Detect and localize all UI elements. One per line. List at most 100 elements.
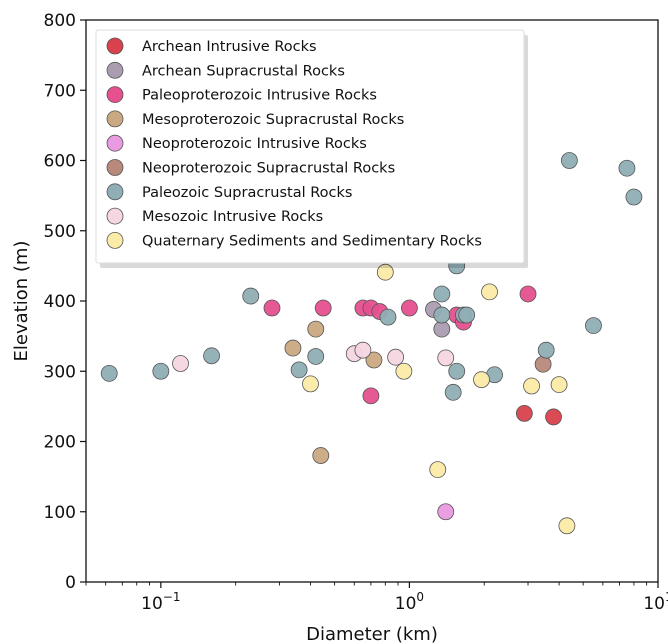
data-point bbox=[203, 347, 220, 365]
y-tick-label: 200 bbox=[44, 433, 76, 453]
data-point bbox=[172, 355, 189, 372]
data-point bbox=[433, 285, 451, 303]
legend-box bbox=[95, 29, 525, 264]
series-7 bbox=[172, 341, 455, 372]
data-point bbox=[376, 263, 394, 281]
legend-item: Archean Intrusive Rocks bbox=[106, 37, 317, 55]
y-tick-label: 500 bbox=[44, 222, 76, 242]
legend-label: Paleozoic Supracrustal Rocks bbox=[142, 185, 352, 201]
data-point bbox=[100, 364, 118, 382]
series-8 bbox=[302, 263, 576, 535]
legend-label: Mesoproterozoic Supracrustal Rocks bbox=[142, 112, 404, 128]
y-tick-label: 700 bbox=[44, 81, 76, 101]
data-point bbox=[314, 299, 332, 317]
data-point bbox=[433, 306, 451, 324]
legend-label: Quaternary Sediments and Sedimentary Roc… bbox=[142, 233, 482, 249]
y-axis-label: Elevation (m) bbox=[11, 241, 32, 362]
data-point bbox=[242, 287, 260, 305]
data-point bbox=[429, 461, 447, 479]
legend-item: Neoproterozoic Intrusive Rocks bbox=[106, 134, 367, 152]
data-points bbox=[100, 152, 643, 535]
legend-item: Neoproterozoic Supracrustal Rocks bbox=[106, 159, 395, 177]
data-point bbox=[307, 348, 325, 365]
legend: Archean Intrusive Rocks Archean Supracrus… bbox=[95, 29, 528, 268]
legend-marker bbox=[106, 61, 124, 79]
series-3 bbox=[284, 320, 383, 464]
data-point bbox=[437, 503, 455, 521]
legend-marker bbox=[106, 134, 124, 152]
y-tick-label: 400 bbox=[44, 292, 76, 312]
data-point bbox=[560, 152, 578, 169]
y-tick-label: 0 bbox=[65, 573, 76, 593]
legend-marker bbox=[106, 86, 124, 103]
legend-label: Neoproterozoic Intrusive Rocks bbox=[142, 136, 367, 152]
legend-item: Paleozoic Supracrustal Rocks bbox=[106, 183, 352, 201]
data-point bbox=[523, 377, 540, 395]
y-tick-label: 600 bbox=[44, 152, 76, 172]
data-point bbox=[395, 362, 413, 380]
legend-label: Archean Intrusive Rocks bbox=[142, 39, 317, 55]
series-0 bbox=[515, 404, 562, 426]
series-4 bbox=[437, 503, 455, 521]
data-point bbox=[534, 355, 552, 373]
data-point bbox=[550, 376, 568, 393]
data-point bbox=[433, 320, 451, 338]
legend-item: Mesozoic Intrusive Rocks bbox=[106, 207, 323, 225]
data-point bbox=[558, 517, 576, 535]
y-tick-label: 800 bbox=[44, 11, 76, 31]
data-point bbox=[354, 341, 372, 359]
x-tick-label: 101 bbox=[643, 590, 668, 614]
data-point bbox=[458, 306, 476, 324]
series-6 bbox=[100, 152, 643, 401]
data-point bbox=[290, 361, 308, 379]
data-point bbox=[481, 283, 498, 301]
data-point bbox=[473, 371, 490, 389]
legend-marker bbox=[106, 183, 124, 201]
legend-marker bbox=[106, 110, 124, 128]
legend-label: Mesozoic Intrusive Rocks bbox=[142, 209, 323, 225]
data-point bbox=[585, 317, 602, 334]
legend-marker bbox=[106, 159, 124, 176]
data-point bbox=[515, 404, 533, 422]
x-tick-exponent: 1 bbox=[665, 590, 668, 604]
y-axis: 0 100 200 300 400 500 600 700 800 bbox=[44, 11, 86, 593]
data-point bbox=[284, 339, 302, 357]
series-5 bbox=[534, 355, 552, 373]
y-tick-label: 300 bbox=[44, 362, 76, 382]
data-point bbox=[401, 299, 418, 317]
legend-label: Paleoproterozoic Intrusive Rocks bbox=[142, 88, 377, 104]
data-point bbox=[625, 188, 643, 206]
legend-item: Archean Supracrustal Rocks bbox=[106, 61, 345, 79]
legend-marker bbox=[106, 37, 124, 55]
legend-label: Neoproterozoic Supracrustal Rocks bbox=[142, 161, 395, 177]
data-point bbox=[618, 159, 636, 177]
legend-item: Quaternary Sediments and Sedimentary Roc… bbox=[106, 231, 482, 249]
x-tick-label: 10−1 bbox=[141, 590, 180, 614]
x-axis-label: Diameter (km) bbox=[306, 624, 438, 644]
data-point bbox=[307, 320, 325, 338]
data-point bbox=[362, 387, 380, 405]
data-point bbox=[263, 299, 281, 317]
data-point bbox=[537, 341, 555, 359]
x-tick-base: 10 bbox=[643, 594, 665, 614]
x-tick-label: 100 bbox=[395, 590, 424, 614]
legend-marker bbox=[106, 231, 124, 249]
x-axis: 10−1100101 bbox=[85, 582, 668, 614]
data-point bbox=[437, 349, 455, 367]
legend-item: Paleoproterozoic Intrusive Rocks bbox=[106, 86, 377, 104]
data-point bbox=[444, 383, 462, 401]
x-tick-base: 10 bbox=[141, 594, 163, 614]
legend-item: Mesoproterozoic Supracrustal Rocks bbox=[106, 110, 404, 128]
data-point bbox=[365, 351, 383, 369]
data-point bbox=[545, 408, 562, 426]
data-point bbox=[152, 362, 170, 380]
legend-marker bbox=[106, 207, 124, 225]
data-point bbox=[312, 447, 330, 464]
data-point bbox=[379, 308, 397, 326]
data-point bbox=[448, 362, 466, 380]
data-point bbox=[519, 285, 537, 303]
data-point bbox=[387, 348, 405, 366]
x-tick-exponent: −1 bbox=[163, 590, 181, 604]
y-tick-label: 100 bbox=[44, 503, 76, 523]
